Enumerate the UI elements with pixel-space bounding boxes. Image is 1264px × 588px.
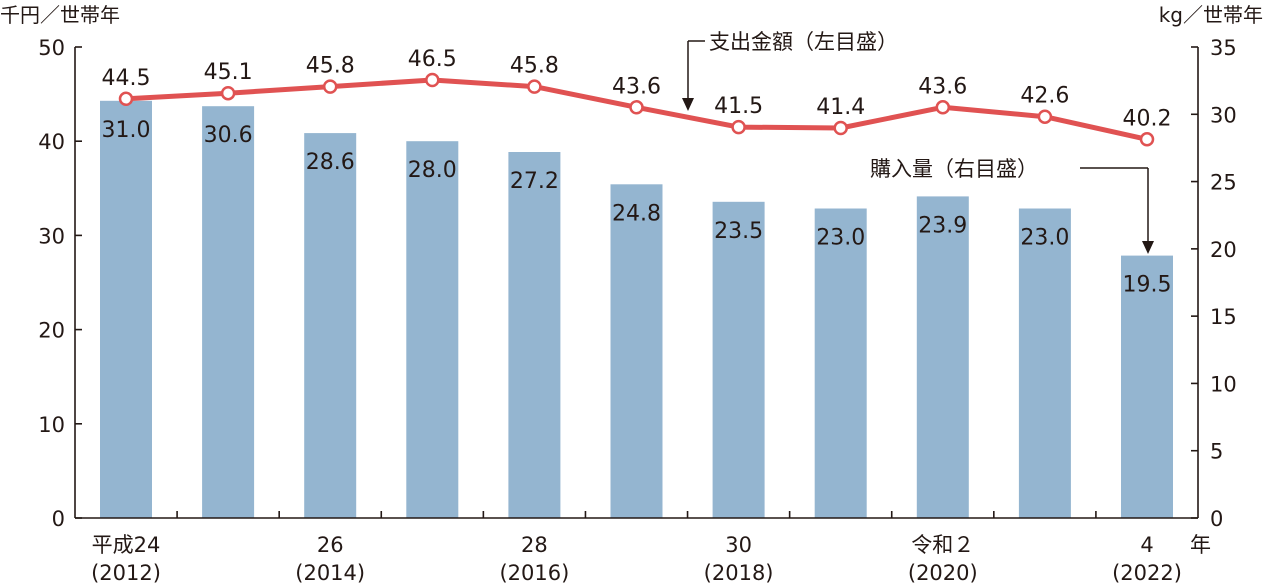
line-point-2012 <box>118 91 134 107</box>
line-layer <box>118 72 1155 147</box>
bar-label-2018: 23.5 <box>714 219 763 244</box>
line-label-2022: 40.2 <box>1123 106 1172 131</box>
bar-2020 <box>916 196 969 518</box>
line-point-2020 <box>935 100 951 115</box>
line-point-2014 <box>322 79 338 94</box>
line-point-2021 <box>1037 109 1053 124</box>
right-tick-label-5: 5 <box>1210 440 1223 464</box>
left-tick-label-10: 10 <box>38 413 65 437</box>
right-ticks-layer: 0 5 10 15 20 25 30 35 <box>1191 36 1237 531</box>
bar-label-2021: 23.0 <box>1020 226 1069 251</box>
line-annotation-arrowhead <box>682 98 694 111</box>
bar-label-2013: 30.6 <box>204 123 253 148</box>
bar-labels-layer: 31.0 30.6 28.6 28.0 27.2 24.8 23.5 23.0 23.9 23.0… <box>102 118 1172 298</box>
x-tick-label-2018: 30 <box>725 533 752 557</box>
bars-layer <box>100 100 1173 519</box>
bar-2021 <box>1018 208 1071 518</box>
bar-label-2015: 28.0 <box>408 158 457 183</box>
bar-2022 <box>1121 255 1173 518</box>
line-point-2017 <box>629 100 644 115</box>
x-ticks-layer: 平成24 (2012) 26 (2014) 28 (2016) 30 (2018) 令和２ (20… <box>91 511 1182 585</box>
bar-label-2022: 19.5 <box>1123 273 1172 298</box>
bar-label-2020: 23.9 <box>918 213 967 238</box>
line-point-2018 <box>731 119 746 135</box>
bar-annotation-text: 購入量（右目盛） <box>870 157 1038 181</box>
right-tick-label-25: 25 <box>1210 171 1237 195</box>
bar-2012 <box>100 100 152 519</box>
x-tick-sublabel-2018: (2018) <box>704 561 774 585</box>
x-tick-sublabel-2020: (2020) <box>908 561 978 585</box>
bar-label-2014: 28.6 <box>306 150 355 175</box>
x-tick-label-2020: 令和２ <box>911 533 974 557</box>
bar-2016 <box>508 152 561 518</box>
line-label-2013: 45.1 <box>204 60 253 85</box>
line-label-2020: 43.6 <box>918 74 967 99</box>
x-tick-sublabel-2012: (2012) <box>91 561 161 585</box>
bar-annotation-arrowhead <box>1142 241 1154 254</box>
bar-label-2019: 23.0 <box>816 226 865 251</box>
line-point-2019 <box>833 120 848 136</box>
bar-label-2016: 27.2 <box>510 169 559 194</box>
line-label-2012: 44.5 <box>102 66 151 91</box>
line-label-2021: 42.6 <box>1020 84 1069 109</box>
bar-2013 <box>202 106 255 518</box>
line-annotation: 支出金額（左目盛） <box>682 30 898 111</box>
line-point-2022 <box>1139 132 1155 147</box>
line-label-2015: 46.5 <box>408 47 457 72</box>
bar-2014 <box>304 133 357 518</box>
x-tick-sublabel-2016: (2016) <box>499 561 569 585</box>
line-point-2013 <box>220 85 236 101</box>
left-tick-label-30: 30 <box>38 224 65 248</box>
line-label-2017: 43.6 <box>612 74 661 99</box>
axes-layer <box>74 47 1199 519</box>
x-tick-label-2014: 26 <box>317 533 344 557</box>
right-tick-label-0: 0 <box>1210 507 1223 531</box>
right-tick-label-30: 30 <box>1210 103 1237 127</box>
x-tick-sublabel-2014: (2014) <box>295 561 365 585</box>
line-label-2019: 41.4 <box>816 95 865 120</box>
line-label-2016: 45.8 <box>510 54 559 79</box>
bar-label-2012: 31.0 <box>102 118 151 143</box>
right-tick-label-10: 10 <box>1210 372 1237 396</box>
left-tick-label-20: 20 <box>38 319 65 343</box>
left-unit-label: 千円／世帯年 <box>0 3 120 27</box>
right-tick-label-35: 35 <box>1210 36 1237 60</box>
bar-label-2017: 24.8 <box>612 201 661 226</box>
bar-2018 <box>712 201 765 519</box>
line-label-2018: 41.5 <box>714 94 763 119</box>
left-tick-label-50: 50 <box>38 36 65 60</box>
x-tick-label-2012: 平成24 <box>92 533 161 557</box>
line-label-2014: 45.8 <box>306 54 355 79</box>
left-tick-label-40: 40 <box>38 130 65 154</box>
bar-2015 <box>406 141 459 518</box>
right-tick-label-20: 20 <box>1210 238 1237 262</box>
x-tick-sublabel-2022: (2022) <box>1112 561 1182 585</box>
left-ticks-layer: 0 10 20 30 40 50 <box>38 36 82 531</box>
left-tick-label-0: 0 <box>52 507 65 531</box>
x-tick-label-2016: 28 <box>521 533 548 557</box>
line-point-2016 <box>527 79 542 94</box>
x-unit-label: 年 <box>1190 533 1211 557</box>
bar-2017 <box>610 184 663 519</box>
line-labels-layer: 44.5 45.1 45.8 46.5 45.8 43.6 41.5 41.4 43.6 42.6… <box>102 47 1172 131</box>
bar-annotation: 購入量（右目盛） <box>870 157 1154 254</box>
line-annotation-text: 支出金額（左目盛） <box>709 30 898 54</box>
bar-2019 <box>814 208 867 518</box>
x-tick-label-2022: 4 <box>1140 533 1153 557</box>
line-point-2015 <box>425 72 440 88</box>
right-tick-label-15: 15 <box>1210 305 1237 329</box>
right-unit-label: kg／世帯年 <box>1159 3 1263 27</box>
